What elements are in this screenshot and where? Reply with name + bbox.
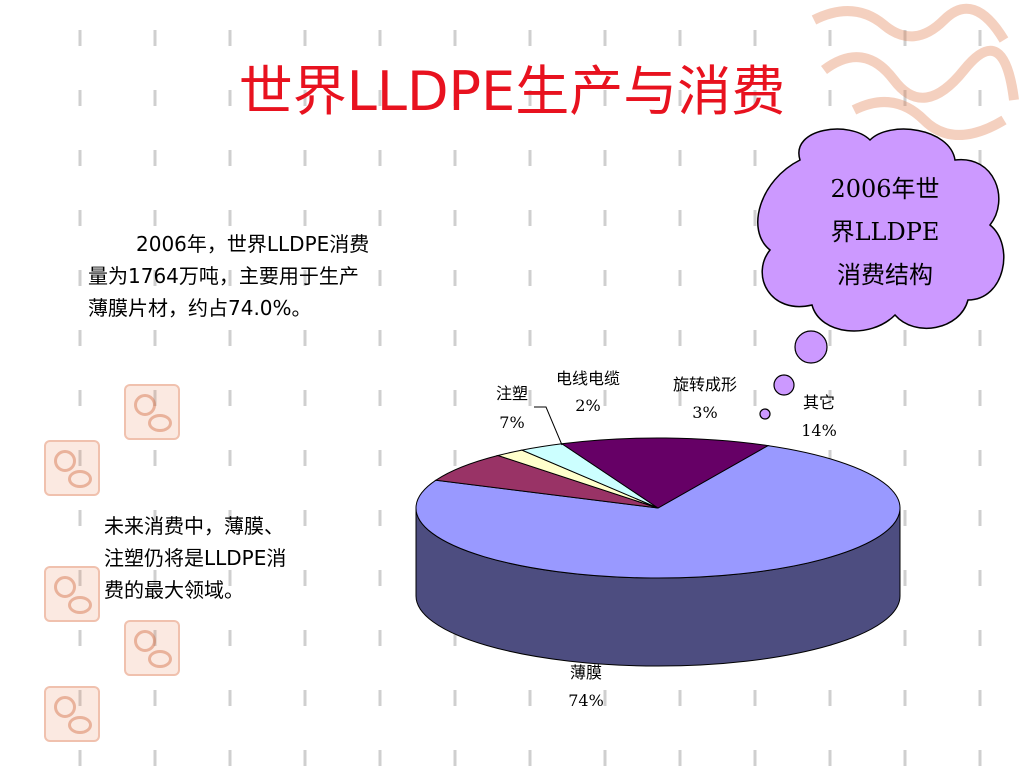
pie-label-value: 14% — [801, 421, 837, 440]
pie-leader-line — [534, 406, 563, 446]
seal-watermark — [44, 440, 100, 496]
callout-line-3: 消费结构 — [837, 261, 933, 289]
pie-label-value: 2% — [575, 396, 600, 415]
pie-label-value: 3% — [692, 403, 717, 422]
cloud-bubble-small — [759, 408, 771, 420]
pie-slice-注塑 — [434, 454, 659, 509]
cloud-shape — [757, 128, 1005, 332]
seal-watermark — [124, 384, 180, 440]
pie-label-name: 其它 — [803, 393, 835, 412]
future-paragraph: 未来消费中，薄膜、注塑仍将是LLDPE消费的最大领域。 — [104, 514, 287, 602]
pie-label-name: 旋转成形 — [673, 375, 737, 394]
pie-slice-薄膜 — [415, 445, 901, 579]
seal-watermark — [124, 620, 180, 676]
pie-label-value: 74% — [568, 691, 604, 710]
slide-title: 世界LLDPE生产与消费 — [238, 60, 786, 123]
pie-label-name: 电线电缆 — [556, 369, 620, 388]
seal-watermark — [44, 686, 100, 742]
intro-paragraph: 2006年，世界LLDPE消费量为1764万吨，主要用于生产薄膜片材，约占74.… — [88, 232, 370, 320]
pie-labels-group: 薄膜 74% 注塑 7% 电线电缆 2% 旋转成形 3% 其它 14% — [496, 369, 837, 710]
cloud-bubble-medium — [773, 374, 795, 396]
pie-top-group — [415, 437, 901, 579]
callout-line-1: 2006年世 — [830, 175, 939, 203]
pie-slice-其它 — [560, 437, 770, 509]
seal-watermark-large — [811, 3, 1019, 140]
callout-line-2: 界LLDPE — [831, 218, 940, 246]
seal-watermark — [44, 566, 100, 622]
cloud-bubble-large — [794, 330, 828, 364]
pie-label-name: 薄膜 — [570, 663, 602, 682]
pie-label-value: 7% — [499, 413, 524, 432]
callout-cloud: 2006年世 界LLDPE 消费结构 — [757, 128, 1005, 420]
pie-label-name: 注塑 — [496, 384, 528, 403]
